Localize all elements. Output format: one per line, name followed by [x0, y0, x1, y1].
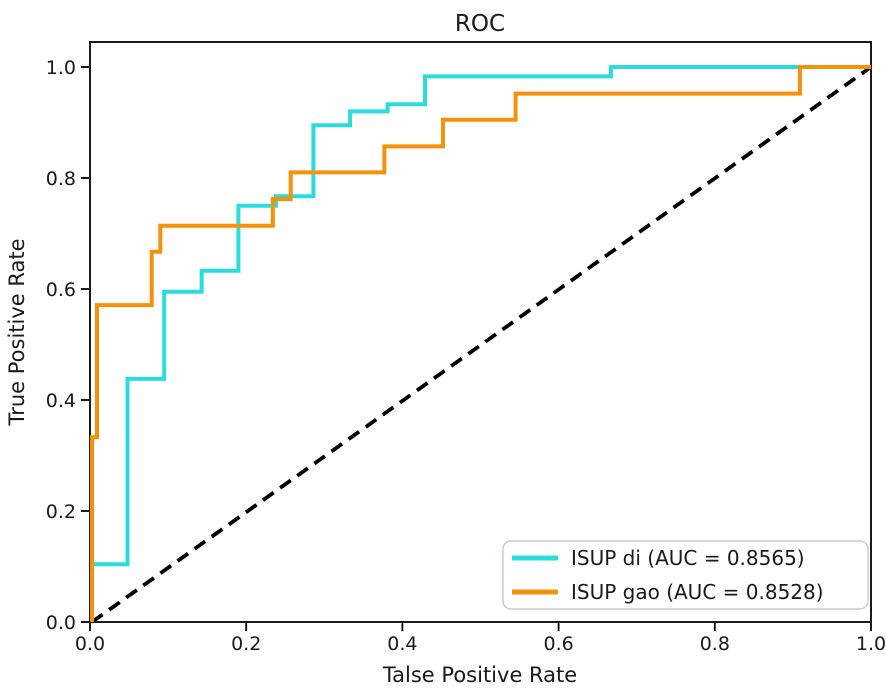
legend-label-isup-gao: ISUP gao (AUC = 0.8528) [571, 580, 824, 604]
roc-curve-isup-di [90, 65, 871, 622]
chart-title: ROC [455, 11, 505, 37]
legend: ISUP di (AUC = 0.8565) ISUP gao (AUC = 0… [502, 540, 869, 610]
x-tick-label: 0.8 [700, 633, 730, 655]
chance-diagonal-line [90, 65, 873, 624]
y-tick-label: 0.4 [46, 390, 76, 412]
y-tick-label: 0.0 [46, 612, 76, 634]
roc-curve-isup-gao [90, 65, 871, 622]
x-tick-label: 1.0 [856, 633, 886, 655]
y-tick-label: 0.2 [46, 501, 76, 523]
y-tick-label: 1.0 [46, 57, 76, 79]
x-tick-label: 0.6 [543, 633, 573, 655]
legend-label-isup-di: ISUP di (AUC = 0.8565) [571, 546, 805, 570]
x-axis-label: Talse Positive Rate [382, 663, 577, 687]
x-axis-ticks: 0.0 0.2 0.4 0.6 0.8 1.0 [75, 623, 886, 655]
y-tick-label: 0.6 [46, 279, 76, 301]
plot-border [89, 41, 872, 623]
x-tick-label: 0.2 [231, 633, 261, 655]
x-tick-label: 0.4 [387, 633, 417, 655]
y-axis-ticks: 0.0 0.2 0.4 0.6 0.8 1.0 [46, 57, 89, 634]
y-axis-label: True Positive Rate [5, 238, 29, 426]
x-tick-label: 0.0 [75, 633, 105, 655]
y-tick-label: 0.8 [46, 168, 76, 190]
legend-box [502, 540, 869, 610]
